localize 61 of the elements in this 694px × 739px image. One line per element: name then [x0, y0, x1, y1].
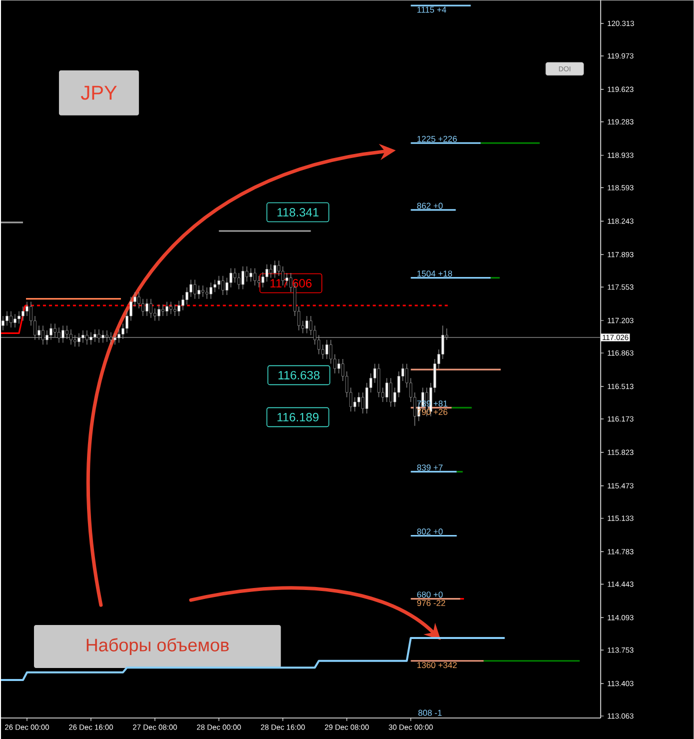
candlestick [186, 287, 188, 305]
candlestick [338, 358, 340, 374]
annotation: 116.638 [278, 370, 320, 380]
candlestick [198, 285, 200, 300]
candlestick [14, 314, 17, 328]
annotation: JPY [81, 86, 118, 100]
candlestick [6, 310, 9, 326]
annotation: 862 +0 [417, 202, 443, 209]
candlestick [22, 306, 25, 322]
candlestick [138, 292, 141, 309]
candlestick [150, 298, 153, 318]
candlestick [266, 264, 268, 282]
candlestick [18, 310, 21, 324]
annotation: 116.189 [278, 412, 319, 422]
candlestick [190, 279, 192, 298]
candlestick [162, 304, 164, 316]
annotation: 1115 +4 [418, 6, 446, 13]
annotation: Наборы объемов [87, 638, 229, 656]
candlestick [218, 276, 220, 290]
annotation: 680 +0 [417, 592, 443, 598]
candlestick [390, 378, 392, 408]
candlestick [274, 260, 276, 278]
candlestick [262, 272, 264, 288]
candlestick [250, 268, 252, 282]
candlestick [170, 301, 172, 314]
annotation: 808 -1 [418, 710, 442, 716]
candlestick [2, 316, 5, 331]
candlestick [10, 310, 13, 328]
candlestick [182, 294, 184, 311]
candlestick [378, 363, 380, 398]
candlestick [254, 268, 256, 286]
candlestick [174, 304, 176, 316]
candlestick [222, 276, 224, 296]
candlestick [270, 264, 272, 278]
candlestick [142, 298, 145, 316]
candlestick [234, 268, 236, 283]
candlestick [202, 285, 204, 298]
candlestick [326, 340, 328, 360]
candlestick [194, 279, 196, 300]
annotation: 1504 +18 [418, 270, 452, 277]
candlestick [166, 301, 168, 316]
candlestick [214, 279, 216, 292]
candlestick [158, 304, 161, 322]
candlestick [246, 266, 248, 282]
candlestick [146, 298, 149, 316]
annotation: 802 +0 [417, 528, 443, 535]
candlestick [306, 316, 308, 334]
annotation: 976 -22 [417, 600, 446, 606]
annotation: 1225 +226 [418, 136, 457, 142]
candlestick [242, 266, 244, 290]
candlestick [258, 276, 260, 288]
annotation: 839 +7 [417, 464, 443, 471]
candlestick [386, 378, 388, 402]
candlestick [358, 392, 360, 408]
candlestick [206, 287, 208, 300]
candlestick [238, 272, 240, 290]
annotation: 118.341 [278, 208, 319, 217]
candlestick [210, 282, 212, 300]
candlestick [230, 268, 232, 288]
annotation: 1360 +342 [418, 662, 457, 668]
candlestick [178, 300, 180, 316]
